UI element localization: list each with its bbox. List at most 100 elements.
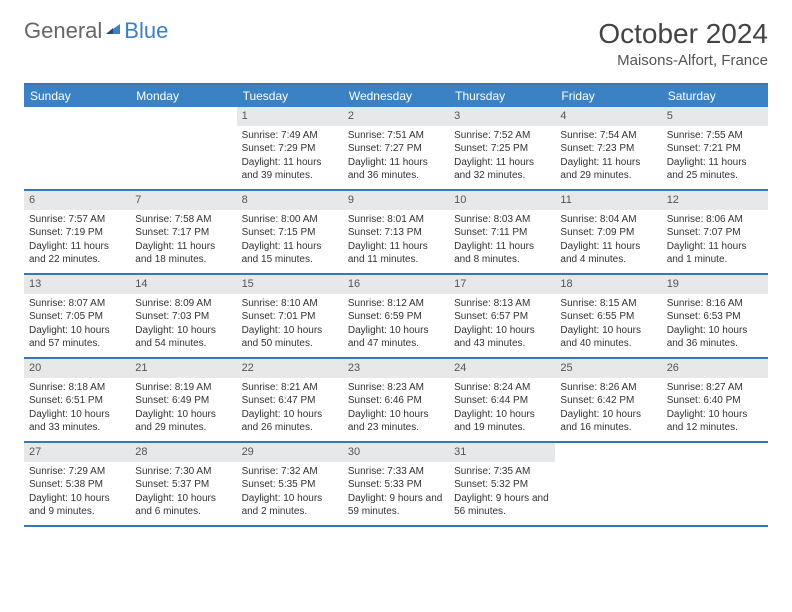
day-number: 14 (130, 275, 236, 294)
day-number: 4 (555, 107, 661, 126)
day-body: Sunrise: 8:16 AMSunset: 6:53 PMDaylight:… (662, 294, 768, 357)
sunrise-text: Sunrise: 7:55 AM (667, 129, 763, 143)
day-body: Sunrise: 7:51 AMSunset: 7:27 PMDaylight:… (343, 126, 449, 189)
day-number: 24 (449, 359, 555, 378)
daylight-text: Daylight: 11 hours and 36 minutes. (348, 156, 444, 183)
daylight-text: Daylight: 11 hours and 25 minutes. (667, 156, 763, 183)
weekday-header: Wednesday (343, 85, 449, 107)
sunset-text: Sunset: 7:03 PM (135, 310, 231, 324)
daylight-text: Daylight: 11 hours and 18 minutes. (135, 240, 231, 267)
daylight-text: Daylight: 10 hours and 9 minutes. (29, 492, 125, 519)
day-body: Sunrise: 7:33 AMSunset: 5:33 PMDaylight:… (343, 462, 449, 525)
daylight-text: Daylight: 10 hours and 12 minutes. (667, 408, 763, 435)
sunrise-text: Sunrise: 7:51 AM (348, 129, 444, 143)
day-number (130, 107, 236, 126)
sunrise-text: Sunrise: 7:35 AM (454, 465, 550, 479)
day-number: 17 (449, 275, 555, 294)
daylight-text: Daylight: 11 hours and 1 minute. (667, 240, 763, 267)
sunrise-text: Sunrise: 8:16 AM (667, 297, 763, 311)
daylight-text: Daylight: 10 hours and 29 minutes. (135, 408, 231, 435)
day-number (555, 443, 661, 462)
sunset-text: Sunset: 7:27 PM (348, 142, 444, 156)
day-body: Sunrise: 8:27 AMSunset: 6:40 PMDaylight:… (662, 378, 768, 441)
sunset-text: Sunset: 6:59 PM (348, 310, 444, 324)
weekday-header: Tuesday (237, 85, 343, 107)
day-body: Sunrise: 8:01 AMSunset: 7:13 PMDaylight:… (343, 210, 449, 273)
day-cell: 18Sunrise: 8:15 AMSunset: 6:55 PMDayligh… (555, 275, 661, 357)
day-body (130, 126, 236, 135)
sunset-text: Sunset: 7:15 PM (242, 226, 338, 240)
day-number: 12 (662, 191, 768, 210)
weekday-header: Saturday (662, 85, 768, 107)
sunrise-text: Sunrise: 8:07 AM (29, 297, 125, 311)
day-body: Sunrise: 8:00 AMSunset: 7:15 PMDaylight:… (237, 210, 343, 273)
day-body: Sunrise: 7:58 AMSunset: 7:17 PMDaylight:… (130, 210, 236, 273)
day-number: 10 (449, 191, 555, 210)
sunset-text: Sunset: 7:01 PM (242, 310, 338, 324)
sunrise-text: Sunrise: 7:54 AM (560, 129, 656, 143)
sunset-text: Sunset: 5:37 PM (135, 478, 231, 492)
day-number: 5 (662, 107, 768, 126)
daylight-text: Daylight: 10 hours and 47 minutes. (348, 324, 444, 351)
sunrise-text: Sunrise: 8:18 AM (29, 381, 125, 395)
week-row: 6Sunrise: 7:57 AMSunset: 7:19 PMDaylight… (24, 191, 768, 275)
day-cell: 6Sunrise: 7:57 AMSunset: 7:19 PMDaylight… (24, 191, 130, 273)
day-body: Sunrise: 7:32 AMSunset: 5:35 PMDaylight:… (237, 462, 343, 525)
day-body (24, 126, 130, 135)
day-cell: 27Sunrise: 7:29 AMSunset: 5:38 PMDayligh… (24, 443, 130, 525)
daylight-text: Daylight: 10 hours and 54 minutes. (135, 324, 231, 351)
day-cell: 11Sunrise: 8:04 AMSunset: 7:09 PMDayligh… (555, 191, 661, 273)
sunrise-text: Sunrise: 8:10 AM (242, 297, 338, 311)
day-number (662, 443, 768, 462)
weekday-header: Friday (555, 85, 661, 107)
header: General Blue October 2024 Maisons-Alfort… (0, 0, 792, 77)
day-number: 31 (449, 443, 555, 462)
day-cell: 22Sunrise: 8:21 AMSunset: 6:47 PMDayligh… (237, 359, 343, 441)
sunrise-text: Sunrise: 8:04 AM (560, 213, 656, 227)
day-cell: 4Sunrise: 7:54 AMSunset: 7:23 PMDaylight… (555, 107, 661, 189)
day-cell: 30Sunrise: 7:33 AMSunset: 5:33 PMDayligh… (343, 443, 449, 525)
day-body: Sunrise: 8:03 AMSunset: 7:11 PMDaylight:… (449, 210, 555, 273)
day-body: Sunrise: 7:49 AMSunset: 7:29 PMDaylight:… (237, 126, 343, 189)
day-number: 27 (24, 443, 130, 462)
daylight-text: Daylight: 11 hours and 8 minutes. (454, 240, 550, 267)
sunrise-text: Sunrise: 7:30 AM (135, 465, 231, 479)
logo-icon (104, 18, 122, 44)
day-number: 21 (130, 359, 236, 378)
daylight-text: Daylight: 10 hours and 23 minutes. (348, 408, 444, 435)
sunrise-text: Sunrise: 7:49 AM (242, 129, 338, 143)
day-cell: 28Sunrise: 7:30 AMSunset: 5:37 PMDayligh… (130, 443, 236, 525)
day-body: Sunrise: 8:23 AMSunset: 6:46 PMDaylight:… (343, 378, 449, 441)
week-row: 27Sunrise: 7:29 AMSunset: 5:38 PMDayligh… (24, 443, 768, 527)
sunrise-text: Sunrise: 8:01 AM (348, 213, 444, 227)
daylight-text: Daylight: 11 hours and 11 minutes. (348, 240, 444, 267)
daylight-text: Daylight: 9 hours and 56 minutes. (454, 492, 550, 519)
sunrise-text: Sunrise: 7:32 AM (242, 465, 338, 479)
sunrise-text: Sunrise: 8:24 AM (454, 381, 550, 395)
sunrise-text: Sunrise: 7:29 AM (29, 465, 125, 479)
day-body: Sunrise: 7:29 AMSunset: 5:38 PMDaylight:… (24, 462, 130, 525)
logo-text-blue: Blue (124, 18, 168, 44)
day-cell: 16Sunrise: 8:12 AMSunset: 6:59 PMDayligh… (343, 275, 449, 357)
title-block: October 2024 Maisons-Alfort, France (598, 18, 768, 69)
sunset-text: Sunset: 6:42 PM (560, 394, 656, 408)
day-number: 25 (555, 359, 661, 378)
daylight-text: Daylight: 10 hours and 26 minutes. (242, 408, 338, 435)
sunset-text: Sunset: 5:33 PM (348, 478, 444, 492)
day-body: Sunrise: 8:15 AMSunset: 6:55 PMDaylight:… (555, 294, 661, 357)
day-cell: 31Sunrise: 7:35 AMSunset: 5:32 PMDayligh… (449, 443, 555, 525)
sunrise-text: Sunrise: 7:58 AM (135, 213, 231, 227)
day-body: Sunrise: 8:04 AMSunset: 7:09 PMDaylight:… (555, 210, 661, 273)
day-cell: 26Sunrise: 8:27 AMSunset: 6:40 PMDayligh… (662, 359, 768, 441)
sunrise-text: Sunrise: 8:26 AM (560, 381, 656, 395)
logo-text-general: General (24, 18, 102, 44)
day-body: Sunrise: 8:07 AMSunset: 7:05 PMDaylight:… (24, 294, 130, 357)
day-number (24, 107, 130, 126)
sunrise-text: Sunrise: 7:33 AM (348, 465, 444, 479)
daylight-text: Daylight: 11 hours and 15 minutes. (242, 240, 338, 267)
day-body: Sunrise: 8:18 AMSunset: 6:51 PMDaylight:… (24, 378, 130, 441)
day-number: 13 (24, 275, 130, 294)
sunset-text: Sunset: 7:25 PM (454, 142, 550, 156)
sunrise-text: Sunrise: 8:12 AM (348, 297, 444, 311)
sunrise-text: Sunrise: 8:21 AM (242, 381, 338, 395)
